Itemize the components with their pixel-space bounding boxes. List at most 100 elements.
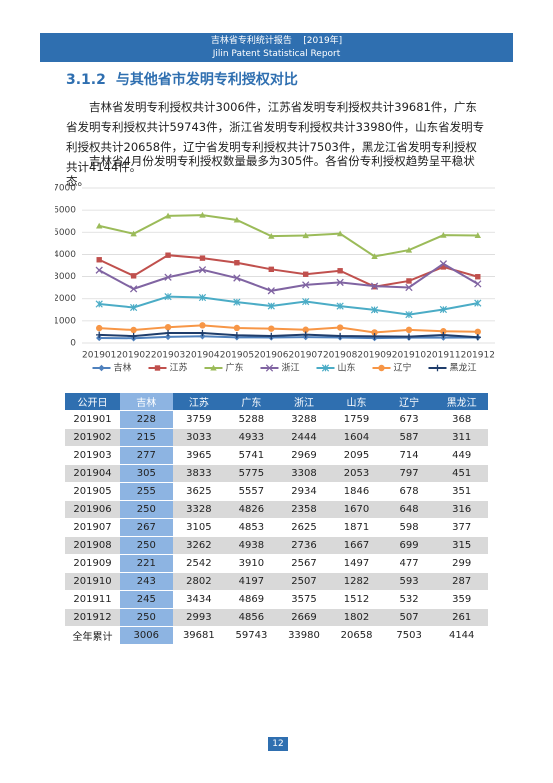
marker [97, 257, 102, 262]
table-cell: 33980 [278, 627, 331, 645]
header-title: 吉林省专利统计报告 [2019年] [40, 35, 513, 48]
table-cell: 201902 [65, 429, 120, 447]
table-cell: 351 [435, 483, 488, 501]
table-cell: 3262 [173, 537, 226, 555]
table-cell: 4938 [225, 537, 278, 555]
legend-label: 山东 [338, 362, 356, 374]
table-row: 2019012283759528832881759673368 [65, 411, 488, 429]
table-row: 2019092212542391025671497477299 [65, 555, 488, 573]
table-cell: 39681 [173, 627, 226, 645]
table-cell: 2993 [173, 609, 226, 627]
table-cell: 714 [383, 447, 436, 465]
header-cell: 辽宁 [383, 393, 436, 411]
table-cell: 1802 [330, 609, 383, 627]
x-tick-label: 201903 [151, 351, 185, 361]
table-cell: 全年累计 [65, 627, 120, 645]
table-cell: 587 [383, 429, 436, 447]
table-cell: 2934 [278, 483, 331, 501]
table-cell: 311 [435, 429, 488, 447]
x-tick-label: 201904 [185, 351, 220, 361]
header-cell: 江苏 [173, 393, 226, 411]
table-cell: 2669 [278, 609, 331, 627]
marker [130, 327, 136, 333]
series-line [99, 297, 478, 315]
marker [155, 365, 160, 370]
table-cell: 277 [120, 447, 173, 465]
x-tick-label: 201911 [426, 351, 460, 361]
table-cell: 3759 [173, 411, 226, 429]
table-cell: 4856 [225, 609, 278, 627]
table-cell: 2507 [278, 573, 331, 591]
marker [475, 329, 481, 335]
legend-label: 江苏 [170, 362, 188, 374]
table-cell: 3625 [173, 483, 226, 501]
y-tick-label: 7000 [55, 184, 76, 194]
marker [475, 274, 480, 279]
header-cell: 山东 [330, 393, 383, 411]
table-cell: 593 [383, 573, 436, 591]
table-cell: 449 [435, 447, 488, 465]
marker [406, 327, 412, 333]
series-line [99, 325, 478, 332]
table-cell: 5741 [225, 447, 278, 465]
marker [165, 324, 171, 330]
table-cell: 5775 [225, 465, 278, 483]
table-row: 2019082503262493827361667699315 [65, 537, 488, 555]
table-cell: 261 [435, 609, 488, 627]
table-cell: 255 [120, 483, 173, 501]
x-tick-label: 201908 [323, 351, 358, 361]
table-row: 2019032773965574129692095714449 [65, 447, 488, 465]
table-cell: 2736 [278, 537, 331, 555]
table-cell: 368 [435, 411, 488, 429]
legend-label: 广东 [226, 362, 244, 374]
table-cell: 4933 [225, 429, 278, 447]
table-cell: 5557 [225, 483, 278, 501]
table-cell: 1604 [330, 429, 383, 447]
table-row: 2019052553625555729341846678351 [65, 483, 488, 501]
table-cell: 4144 [435, 627, 488, 645]
table-cell: 243 [120, 573, 173, 591]
table-cell: 245 [120, 591, 173, 609]
header-cell: 公开日 [65, 393, 120, 411]
table-cell: 250 [120, 609, 173, 627]
table-cell: 4826 [225, 501, 278, 519]
table-cell: 2358 [278, 501, 331, 519]
table-cell: 2567 [278, 555, 331, 573]
table-cell: 7503 [383, 627, 436, 645]
table-row: 2019022153033493324441604587311 [65, 429, 488, 447]
page: 吉林省专利统计报告 [2019年] Jilin Patent Statistic… [0, 0, 553, 783]
table-row: 2019043053833577533082053797451 [65, 465, 488, 483]
table-cell: 315 [435, 537, 488, 555]
x-tick-label: 201906 [254, 351, 289, 361]
table-cell: 532 [383, 591, 436, 609]
table-cell: 3308 [278, 465, 331, 483]
marker [200, 255, 205, 260]
header: 吉林省专利统计报告 [2019年] Jilin Patent Statistic… [40, 33, 513, 62]
table-cell: 1497 [330, 555, 383, 573]
x-tick-label: 201910 [392, 351, 427, 361]
marker [96, 325, 102, 331]
table-cell: 3105 [173, 519, 226, 537]
marker [475, 281, 481, 287]
table-cell: 598 [383, 519, 436, 537]
table-row: 2019112453434486935751512532359 [65, 591, 488, 609]
marker [337, 268, 342, 273]
table-cell: 377 [435, 519, 488, 537]
marker [475, 334, 481, 340]
table-row: 2019062503328482623581670648316 [65, 501, 488, 519]
marker [234, 325, 240, 331]
table-cell: 1667 [330, 537, 383, 555]
table-cell: 5288 [225, 411, 278, 429]
table-cell: 451 [435, 465, 488, 483]
table-cell: 201912 [65, 609, 120, 627]
table-row: 全年累计30063968159743339802065875034144 [65, 627, 488, 645]
table-cell: 221 [120, 555, 173, 573]
table-cell: 201906 [65, 501, 120, 519]
table-cell: 3833 [173, 465, 226, 483]
table-cell: 2095 [330, 447, 383, 465]
table-cell: 201907 [65, 519, 120, 537]
table-cell: 215 [120, 429, 173, 447]
series-line [99, 215, 478, 256]
table-cell: 201908 [65, 537, 120, 555]
marker [378, 365, 384, 371]
